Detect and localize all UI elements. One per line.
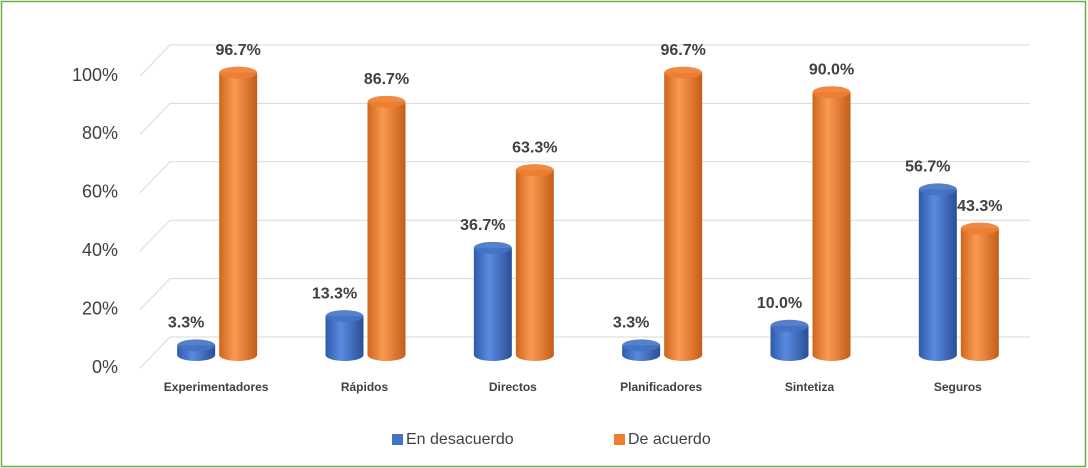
bar bbox=[622, 339, 661, 361]
bar-bottom bbox=[325, 349, 364, 361]
bar-bottom bbox=[664, 349, 703, 361]
bar bbox=[325, 310, 364, 361]
grid-line bbox=[139, 278, 1030, 310]
value-label: 36.7% bbox=[460, 217, 505, 234]
bar-top bbox=[664, 66, 703, 79]
legend-swatch bbox=[392, 434, 403, 445]
bar-body bbox=[918, 189, 957, 355]
bar-bottom bbox=[812, 349, 851, 361]
bar-body bbox=[515, 170, 554, 355]
bar-body bbox=[367, 101, 406, 355]
bar-top bbox=[325, 310, 364, 323]
legend-label: En desacuerdo bbox=[406, 431, 514, 448]
bar-top bbox=[219, 66, 258, 79]
bar-bottom bbox=[177, 349, 216, 361]
value-label: 63.3% bbox=[512, 139, 557, 156]
grid-line bbox=[139, 102, 1030, 135]
y-tick-label: 60% bbox=[82, 182, 118, 202]
grid-line bbox=[139, 161, 1030, 194]
bar-body bbox=[812, 92, 851, 355]
bar-top bbox=[770, 319, 809, 332]
x-tick-label: Sintetiza bbox=[785, 380, 835, 394]
bar bbox=[918, 183, 957, 361]
bar-top bbox=[515, 164, 554, 177]
bar bbox=[177, 339, 216, 361]
value-label: 96.7% bbox=[660, 42, 705, 59]
grid-line bbox=[139, 219, 1030, 252]
grid-line bbox=[139, 336, 1030, 369]
value-label: 3.3% bbox=[613, 315, 649, 332]
x-tick-label: Directos bbox=[489, 380, 537, 394]
value-label: 96.7% bbox=[215, 42, 260, 59]
bar-top bbox=[622, 339, 661, 352]
bar-top bbox=[960, 222, 999, 235]
bar-top bbox=[367, 95, 406, 108]
bar-body bbox=[473, 247, 512, 355]
y-tick-label: 100% bbox=[72, 65, 118, 85]
bar bbox=[770, 319, 809, 361]
x-tick-label: Rápidos bbox=[341, 380, 389, 394]
y-tick-label: 80% bbox=[82, 123, 118, 143]
bar-body bbox=[325, 316, 364, 355]
bar-bottom bbox=[219, 349, 258, 361]
bar bbox=[812, 86, 851, 361]
bar-bottom bbox=[473, 349, 512, 361]
bar-bottom bbox=[960, 349, 999, 361]
bar bbox=[515, 164, 554, 361]
value-label: 10.0% bbox=[757, 295, 802, 312]
value-label: 90.0% bbox=[809, 61, 854, 78]
bar bbox=[219, 66, 258, 361]
y-tick-label: 0% bbox=[92, 357, 118, 377]
bar-bottom bbox=[770, 349, 809, 361]
y-tick-label: 20% bbox=[82, 298, 118, 318]
bar-top bbox=[918, 183, 957, 196]
bar-body bbox=[664, 72, 703, 356]
bar bbox=[664, 66, 703, 361]
value-label: 3.3% bbox=[168, 315, 204, 332]
bar-top bbox=[812, 86, 851, 99]
x-tick-label: Seguros bbox=[934, 380, 982, 394]
bar-bottom bbox=[515, 349, 554, 361]
value-label: 43.3% bbox=[957, 198, 1002, 215]
legend-label: De acuerdo bbox=[628, 431, 711, 448]
bar-body bbox=[960, 228, 999, 355]
value-label: 56.7% bbox=[905, 159, 950, 176]
bar-top bbox=[177, 339, 216, 352]
value-label: 86.7% bbox=[364, 71, 409, 88]
bar-bottom bbox=[918, 349, 957, 361]
x-tick-label: Experimentadores bbox=[164, 380, 269, 394]
legend-swatch bbox=[614, 434, 625, 445]
bar bbox=[960, 222, 999, 361]
bar-top bbox=[473, 241, 512, 254]
bar-body bbox=[219, 72, 258, 356]
bar-bottom bbox=[622, 349, 661, 361]
bar bbox=[367, 95, 406, 361]
grid-line bbox=[139, 44, 1030, 77]
bar bbox=[473, 241, 512, 361]
x-tick-label: Planificadores bbox=[620, 380, 702, 394]
value-label: 13.3% bbox=[312, 285, 357, 302]
bar-bottom bbox=[367, 349, 406, 361]
y-tick-label: 40% bbox=[82, 240, 118, 260]
